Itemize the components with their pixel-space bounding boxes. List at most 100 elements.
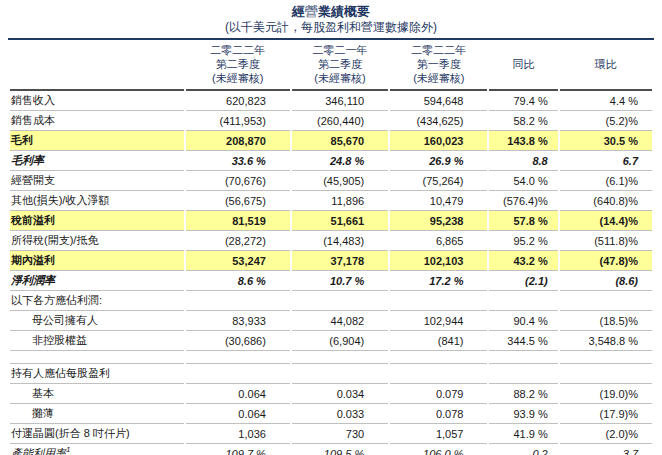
row-label: 非控股權益 bbox=[10, 331, 184, 351]
value-cell: 0.033 bbox=[292, 404, 388, 424]
value-cell: 57.8 % bbox=[489, 211, 557, 231]
value-cell bbox=[186, 291, 290, 311]
value-cell: 17.2 % bbox=[390, 271, 487, 291]
row-label: 銷售收入 bbox=[10, 91, 184, 111]
row-label: 產能利用率1 bbox=[10, 444, 184, 455]
column-header-line: (未經審核) bbox=[186, 71, 290, 85]
value-cell: 3,548.8 % bbox=[560, 331, 652, 351]
table-row: 經營開支(70,676)(45,905)(75,264)54.0 %(6.1)% bbox=[10, 171, 652, 191]
value-cell bbox=[390, 351, 487, 364]
column-header-line: 第二季度 bbox=[186, 57, 290, 71]
value-cell: (28,272) bbox=[186, 231, 290, 251]
value-cell: 85,670 bbox=[292, 131, 388, 151]
value-cell: (6.1)% bbox=[560, 171, 652, 191]
value-cell: 95.2 % bbox=[489, 231, 557, 251]
value-cell: 58.2 % bbox=[489, 111, 557, 131]
table-row: 所得稅(開支)/抵免(28,272)(14,483)6,86595.2 %(51… bbox=[10, 231, 652, 251]
row-label bbox=[10, 351, 184, 364]
footnote-marker: 1 bbox=[66, 445, 70, 454]
value-cell: 160,023 bbox=[390, 131, 487, 151]
value-cell: 51,661 bbox=[292, 211, 388, 231]
value-cell: 109.7 % bbox=[186, 444, 290, 455]
table-body: 銷售收入620,823346,110594,64879.4 %4.4 %銷售成本… bbox=[10, 91, 652, 455]
value-cell bbox=[292, 351, 388, 364]
column-header-line: 第二季度 bbox=[292, 57, 388, 71]
value-cell: (5.2)% bbox=[560, 111, 652, 131]
section-row: 以下各方應佔利潤: bbox=[10, 291, 652, 311]
column-header-2: 二零二二年第一季度(未經審核) bbox=[390, 40, 487, 91]
spacer-row bbox=[10, 351, 652, 364]
value-cell: 10,479 bbox=[390, 191, 487, 211]
value-cell: (434,625) bbox=[390, 111, 487, 131]
header-cell-empty bbox=[10, 40, 184, 91]
value-cell: 0.078 bbox=[390, 404, 487, 424]
value-cell: (576.4)% bbox=[489, 191, 557, 211]
column-header-3: 同比 bbox=[489, 40, 557, 91]
row-label: 期內溢利 bbox=[10, 251, 184, 271]
table-row: 母公司擁有人83,93344,082102,94490.4 %(18.5)% bbox=[10, 311, 652, 331]
value-cell: 11,896 bbox=[292, 191, 388, 211]
value-cell bbox=[489, 364, 557, 384]
value-cell bbox=[560, 364, 652, 384]
value-cell: (8.6) bbox=[560, 271, 652, 291]
value-cell: 37,178 bbox=[292, 251, 388, 271]
row-label: 母公司擁有人 bbox=[10, 311, 184, 331]
value-cell: 83,933 bbox=[186, 311, 290, 331]
value-cell: 26.9 % bbox=[390, 151, 487, 171]
value-cell: (17.9)% bbox=[560, 404, 652, 424]
value-cell bbox=[186, 351, 290, 364]
value-cell: 41.9 % bbox=[489, 424, 557, 444]
value-cell: 0.034 bbox=[292, 384, 388, 404]
page-subtitle: (以千美元計，每股盈利和營運數據除外) bbox=[8, 20, 654, 35]
row-label: 基本 bbox=[10, 384, 184, 404]
value-cell: (260,440) bbox=[292, 111, 388, 131]
value-cell bbox=[489, 291, 557, 311]
value-cell: 0.064 bbox=[186, 384, 290, 404]
column-header-line: 二零二二年 bbox=[186, 43, 290, 57]
value-cell: (14.4)% bbox=[560, 211, 652, 231]
value-cell: 620,823 bbox=[186, 91, 290, 111]
results-table: 二零二二年第二季度(未經審核)二零二一年第二季度(未經審核)二零二二年第一季度(… bbox=[8, 40, 654, 455]
value-cell: (70,676) bbox=[186, 171, 290, 191]
value-cell: (14,483) bbox=[292, 231, 388, 251]
value-cell: 208,870 bbox=[186, 131, 290, 151]
row-label: 稅前溢利 bbox=[10, 211, 184, 231]
value-cell: (2.0)% bbox=[560, 424, 652, 444]
table-row: 產能利用率1109.7 %109.5 %106.0 %0.23.7 bbox=[10, 444, 652, 455]
column-header-0: 二零二二年第二季度(未經審核) bbox=[186, 40, 290, 91]
value-cell: (56,675) bbox=[186, 191, 290, 211]
value-cell: 8.8 bbox=[489, 151, 557, 171]
financial-summary-page: 經營業績概要 (以千美元計，每股盈利和營運數據除外) 二零二二年第二季度(未經審… bbox=[0, 0, 662, 455]
value-cell: 730 bbox=[292, 424, 388, 444]
value-cell: 93.9 % bbox=[489, 404, 557, 424]
column-header-line: 環比 bbox=[560, 57, 652, 71]
value-cell: 594,648 bbox=[390, 91, 487, 111]
header-row: 二零二二年第二季度(未經審核)二零二一年第二季度(未經審核)二零二二年第一季度(… bbox=[10, 40, 652, 91]
row-label: 所得稅(開支)/抵免 bbox=[10, 231, 184, 251]
row-label: 銷售成本 bbox=[10, 111, 184, 131]
column-header-4: 環比 bbox=[560, 40, 652, 91]
row-label: 付運晶圓(折合 8 吋仟片) bbox=[10, 424, 184, 444]
value-cell: 0.079 bbox=[390, 384, 487, 404]
value-cell: 53,247 bbox=[186, 251, 290, 271]
value-cell: 6,865 bbox=[390, 231, 487, 251]
value-cell: 44,082 bbox=[292, 311, 388, 331]
row-label: 以下各方應佔利潤: bbox=[10, 291, 184, 311]
value-cell: 4.4 % bbox=[560, 91, 652, 111]
value-cell: 102,944 bbox=[390, 311, 487, 331]
table-row: 稅前溢利81,51951,66195,23857.8 %(14.4)% bbox=[10, 211, 652, 231]
table-row: 付運晶圓(折合 8 吋仟片)1,0367301,05741.9 %(2.0)% bbox=[10, 424, 652, 444]
value-cell: 95,238 bbox=[390, 211, 487, 231]
row-label: 經營開支 bbox=[10, 171, 184, 191]
value-cell: 109.5 % bbox=[292, 444, 388, 455]
table-row: 基本0.0640.0340.07988.2 %(19.0)% bbox=[10, 384, 652, 404]
value-cell: 102,103 bbox=[390, 251, 487, 271]
table-row: 期內溢利53,24737,178102,10343.2 %(47.8)% bbox=[10, 251, 652, 271]
value-cell: 24.8 % bbox=[292, 151, 388, 171]
value-cell: 1,057 bbox=[390, 424, 487, 444]
value-cell bbox=[390, 364, 487, 384]
value-cell: 106.0 % bbox=[390, 444, 487, 455]
value-cell bbox=[489, 351, 557, 364]
value-cell: (19.0)% bbox=[560, 384, 652, 404]
value-cell: 54.0 % bbox=[489, 171, 557, 191]
